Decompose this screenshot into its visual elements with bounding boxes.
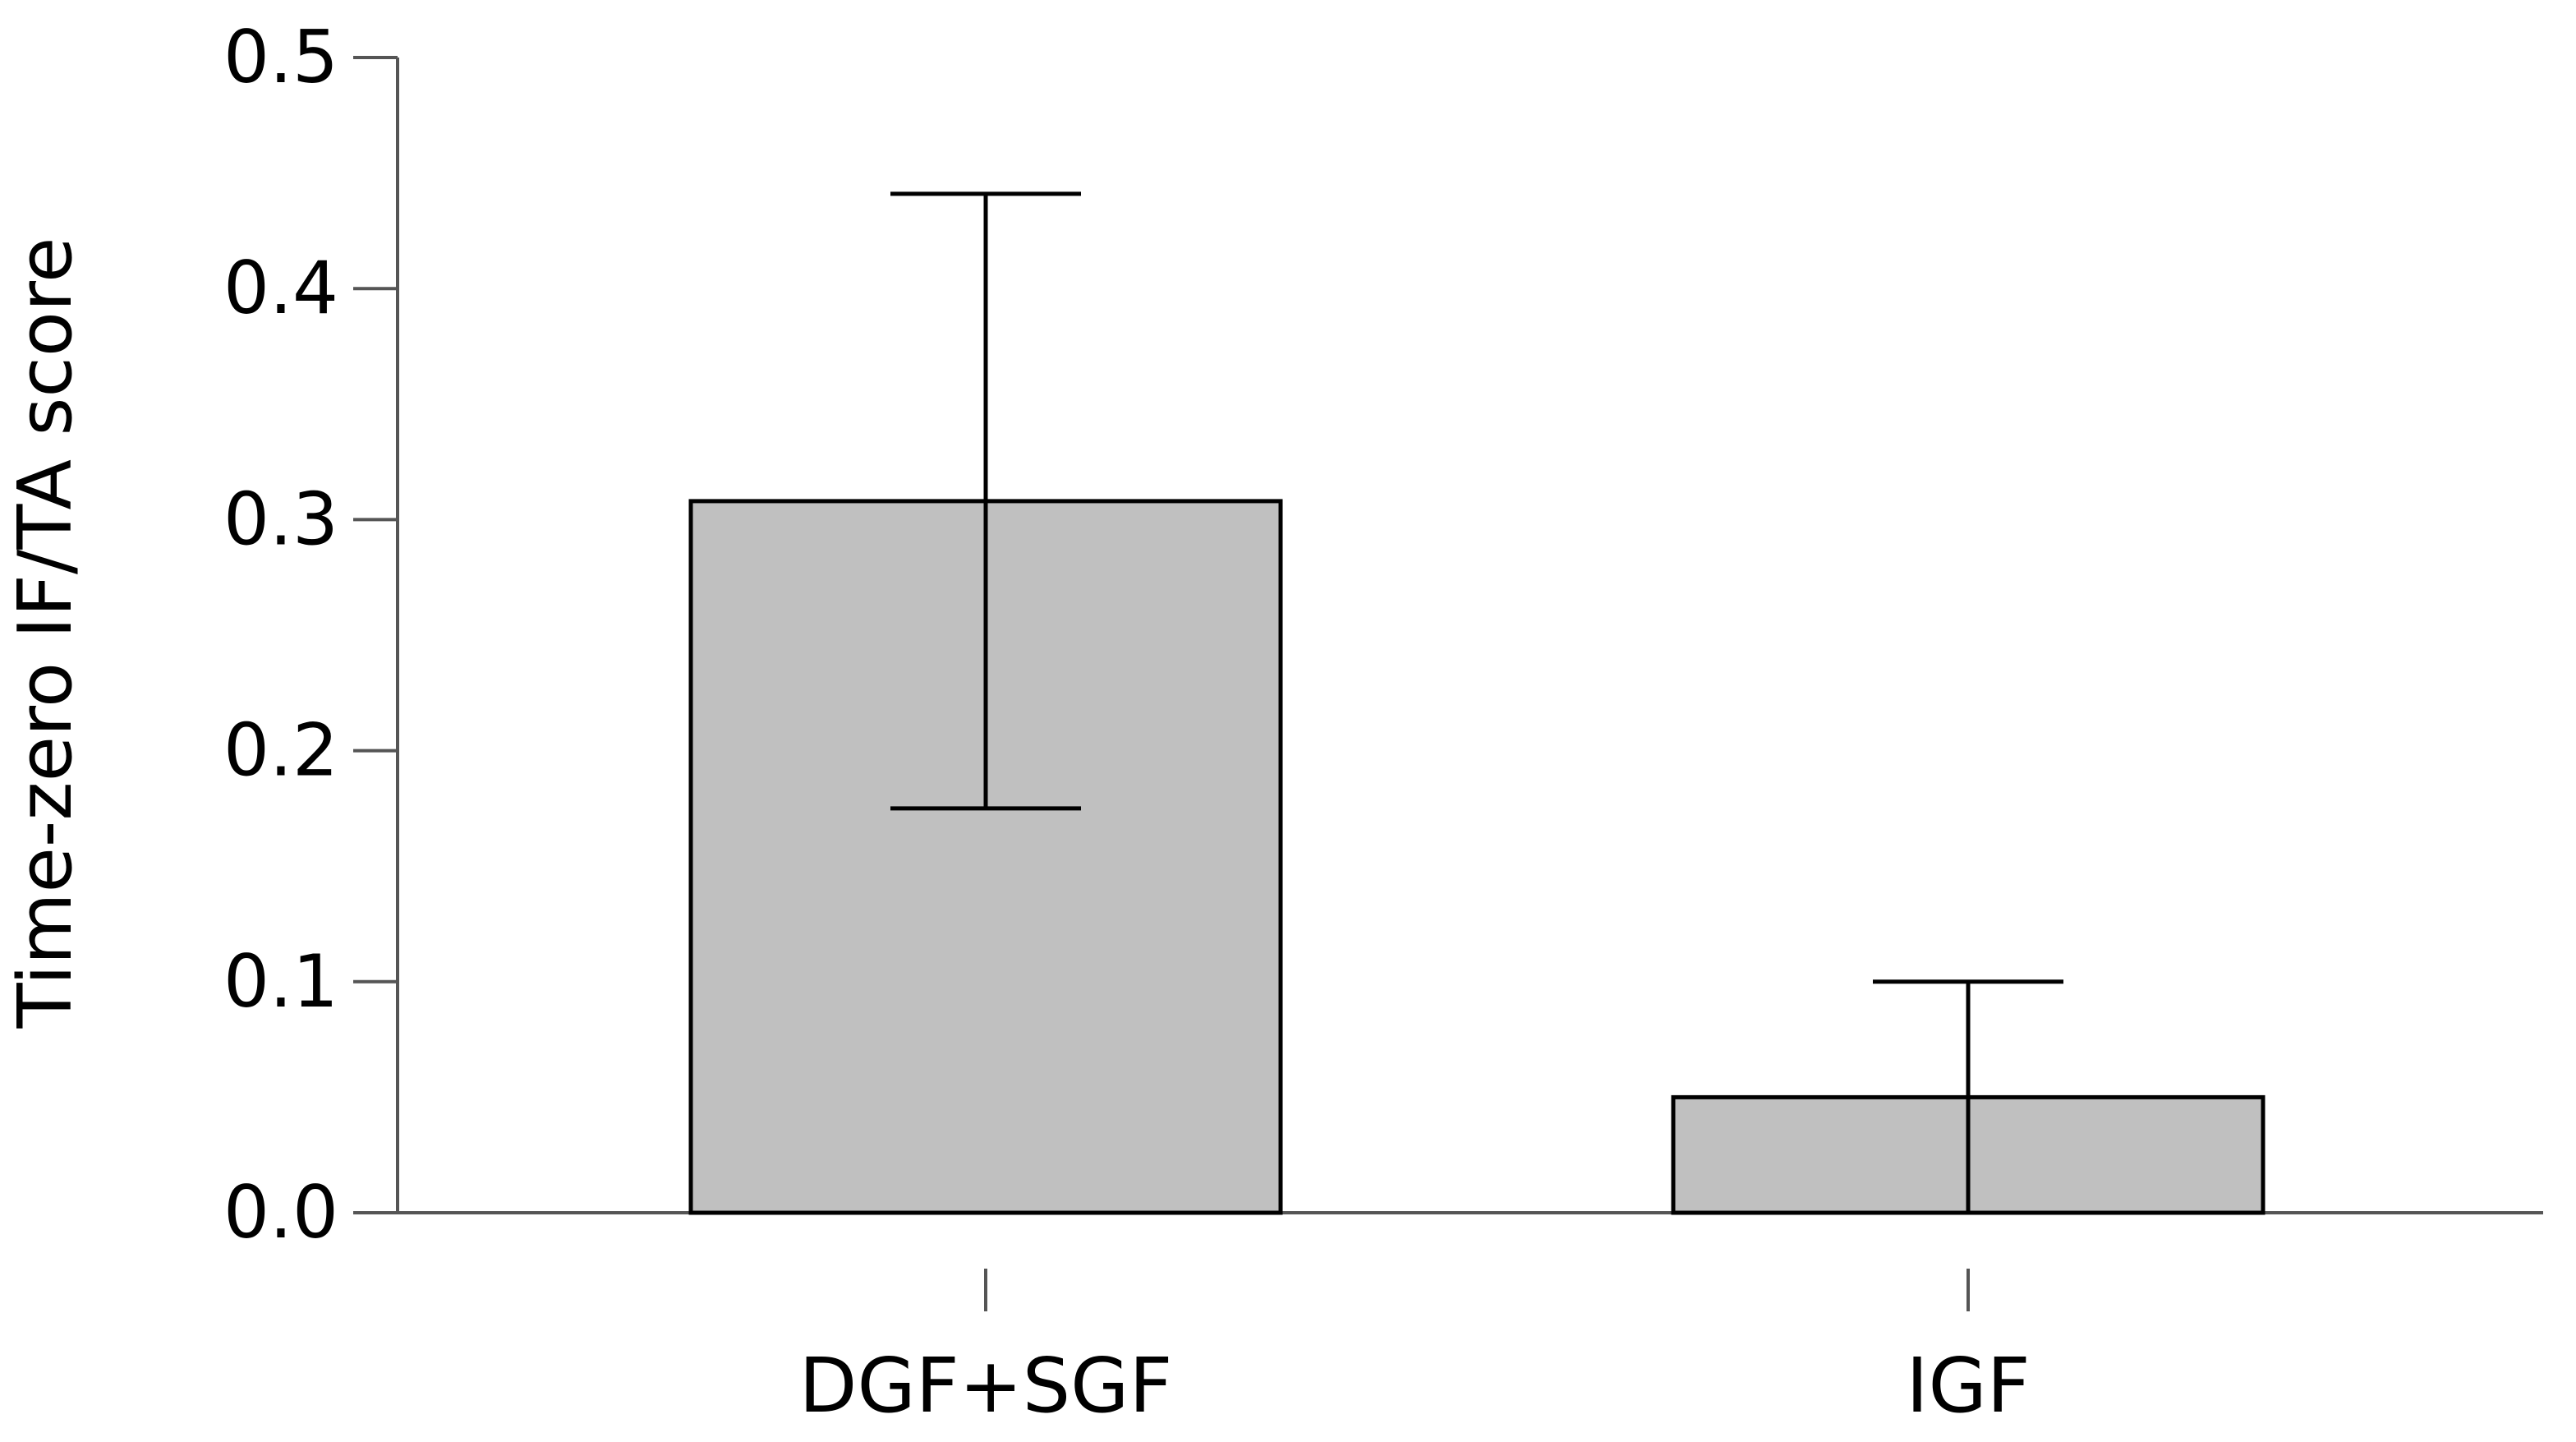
x-axis: DGF+SGF IGF	[398, 1211, 2543, 1430]
y-tick-label: 0.2	[223, 708, 338, 793]
y-tick-label: 0.5	[223, 15, 338, 99]
y-tick-label: 0.0	[223, 1170, 338, 1255]
x-tick-label: IGF	[1906, 1342, 2030, 1430]
bars	[688, 499, 2266, 1215]
y-tick-label: 0.3	[223, 477, 338, 561]
x-tick-label: DGF+SGF	[799, 1342, 1173, 1430]
y-axis-title: Time-zero IF/TA score	[2, 237, 89, 1030]
error-bars	[890, 191, 2063, 1213]
y-tick-label: 0.1	[223, 939, 338, 1024]
y-tick-label: 0.4	[223, 246, 338, 330]
y-axis: 0.0 0.1 0.2 0.3 0.4 0.5	[223, 15, 399, 1255]
